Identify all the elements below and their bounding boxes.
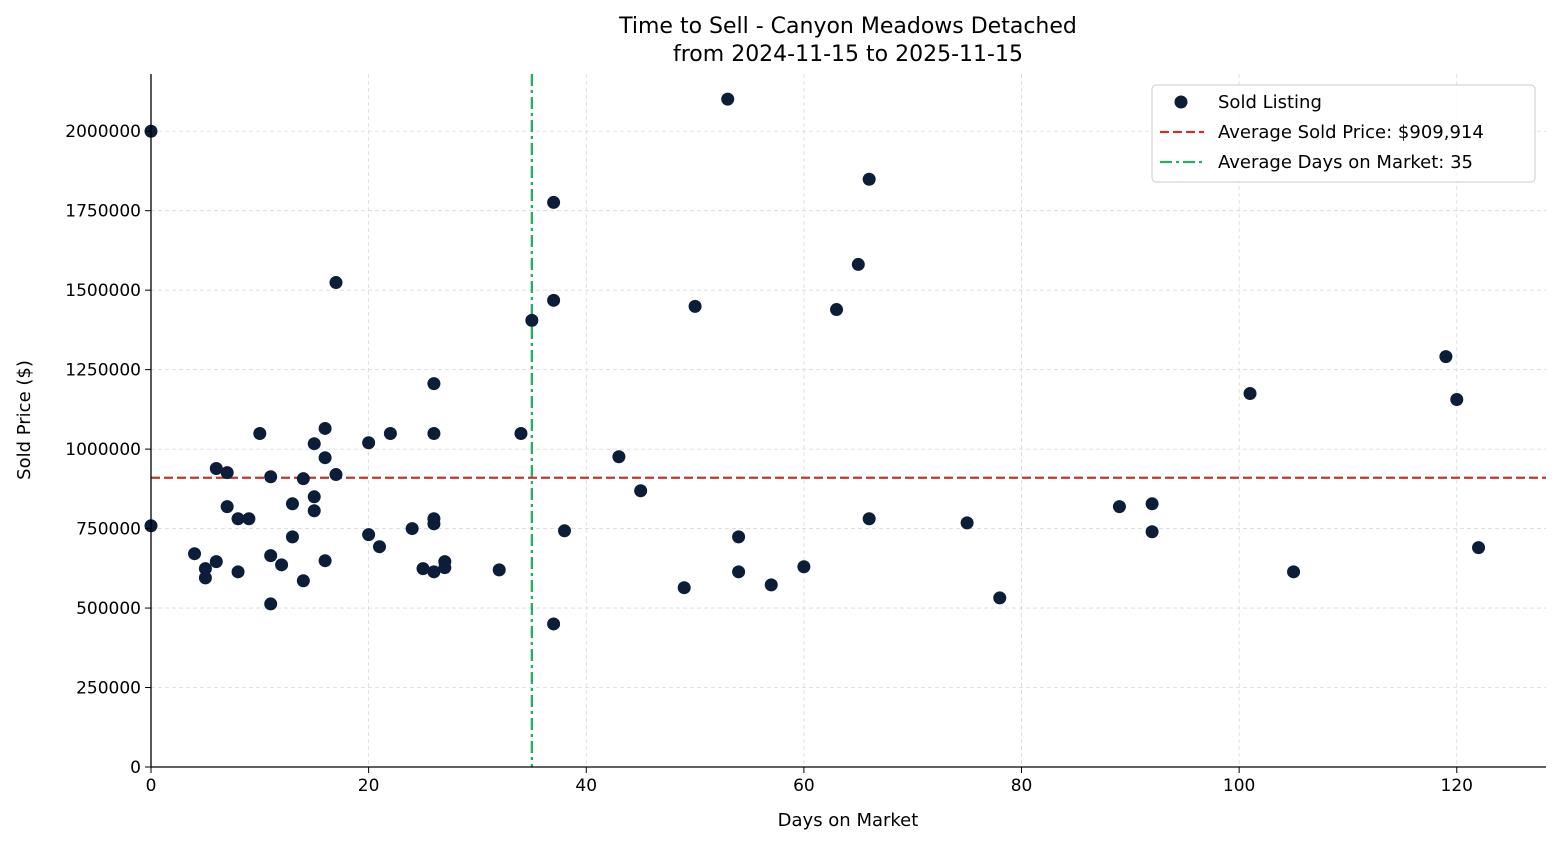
data-point [264,597,278,611]
data-point [209,555,223,569]
data-point [1450,393,1464,407]
data-point [1112,500,1126,514]
data-point [688,299,702,313]
data-point [329,468,343,482]
y-tick-label: 250000 [76,679,141,699]
data-point [1472,541,1486,555]
data-point [383,427,397,441]
data-point [721,92,735,106]
data-point [275,558,289,572]
data-point [209,462,223,476]
data-point [198,562,212,576]
data-points [144,92,1486,631]
data-point [296,574,310,588]
data-point [427,517,441,531]
data-point [307,437,321,451]
data-point [514,427,528,441]
data-point [362,436,376,450]
data-point [492,563,506,577]
data-point [612,450,626,464]
data-point [547,195,561,209]
data-point [329,276,343,290]
data-point [427,427,441,441]
data-point [634,484,648,498]
data-point [198,571,212,585]
x-tick-label: 80 [1011,776,1033,796]
data-point [427,565,441,579]
data-point [677,581,691,595]
data-point [993,591,1007,605]
x-tick-label: 20 [358,776,380,796]
y-tick-label: 750000 [76,520,141,540]
data-point [405,522,419,536]
data-point [318,451,332,465]
chart-subtitle: from 2024-11-15 to 2025-11-15 [673,42,1023,67]
data-point [307,504,321,518]
data-point [220,466,234,480]
data-point [264,549,278,563]
legend: Sold Listing Average Sold Price: $909,914… [1151,84,1536,183]
x-axis-label: Days on Market [778,810,919,831]
data-point [427,377,441,391]
data-point [830,303,844,317]
y-axis-label: Sold Price ($) [14,360,35,480]
data-point [851,257,865,271]
y-tick-label: 1000000 [65,440,141,460]
data-point [438,561,452,575]
ticks: 0 20 40 60 80 100 120 0 250000 500000 750000 100000… [65,122,1473,796]
legend-label-avg-price: Average Sold Price: $909,914 [1218,122,1484,143]
data-point [264,470,278,484]
data-point [373,540,387,554]
data-point [242,512,256,526]
x-tick-label: 0 [146,776,157,796]
data-point [862,512,876,526]
data-point [1145,525,1159,539]
y-tick-label: 1250000 [65,361,141,381]
data-point [1287,565,1301,579]
x-tick-label: 100 [1223,776,1255,796]
legend-box [1151,84,1536,183]
data-point [862,172,876,186]
x-tick-label: 40 [575,776,597,796]
y-tick-label: 500000 [76,599,141,619]
data-point [732,565,746,579]
data-point [797,560,811,574]
x-tick-label: 120 [1441,776,1473,796]
chart-title: Time to Sell - Canyon Meadows Detached [618,14,1077,39]
data-point [188,547,202,561]
y-tick-label: 0 [130,758,141,778]
data-point [253,427,267,441]
data-point [231,565,245,579]
reference-lines [151,74,1546,767]
data-point [525,313,539,327]
data-point [1439,350,1453,364]
data-point [285,497,299,511]
data-point [220,500,234,514]
data-point [732,530,746,544]
data-point [547,293,561,307]
y-tick-label: 2000000 [65,122,141,142]
data-point [557,524,571,538]
data-point [1243,386,1257,400]
data-point [547,617,561,631]
data-point [362,528,376,542]
x-tick-label: 60 [793,776,815,796]
y-tick-label: 1500000 [65,281,141,301]
data-point [1145,497,1159,511]
y-tick-label: 1750000 [65,202,141,222]
data-point [307,490,321,504]
data-point [285,530,299,544]
data-point [960,516,974,530]
legend-label-avg-days: Average Days on Market: 35 [1218,152,1473,173]
data-point [318,421,332,435]
data-point [296,472,310,486]
data-point [318,554,332,568]
legend-marker-sold [1174,95,1188,109]
data-point [231,512,245,526]
data-point [416,562,430,576]
legend-label-sold: Sold Listing [1218,92,1322,113]
data-point [764,578,778,592]
